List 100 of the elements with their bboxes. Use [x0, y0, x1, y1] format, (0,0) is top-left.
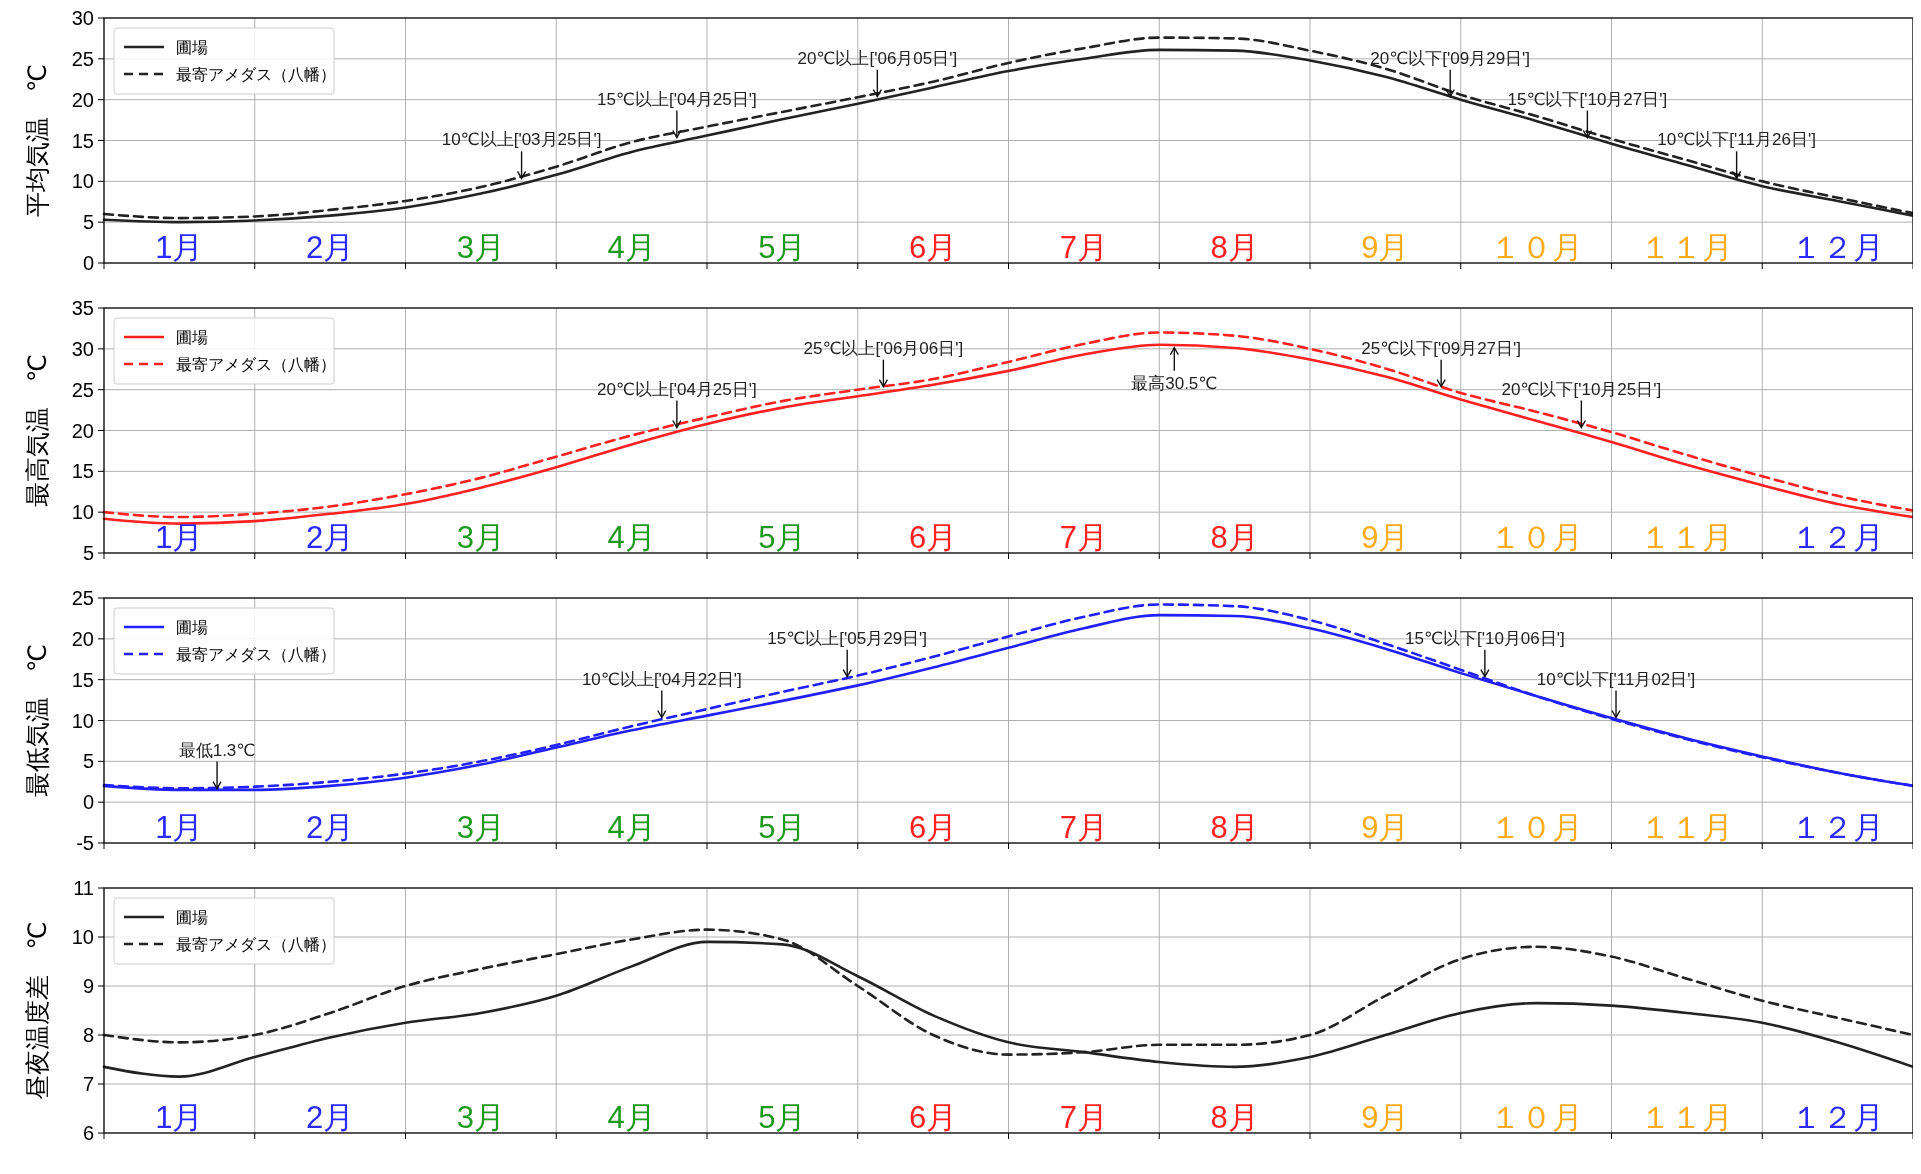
y-tick-label: 5 [82, 542, 94, 564]
x-tick-label: １０月 [1489, 520, 1583, 555]
x-tick-label: 7月 [1059, 810, 1108, 845]
x-tick-label: 8月 [1210, 1100, 1259, 1135]
annotation: 10℃以下['11月02日'] [1536, 669, 1696, 689]
y-tick-label: -5 [76, 832, 94, 854]
y-tick-label: 20 [71, 88, 94, 111]
y-tick-label: 15 [71, 460, 94, 483]
x-tick-label: 1月 [155, 520, 204, 555]
y-tick-label: 30 [71, 7, 94, 29]
legend-label: 圃場 [176, 328, 208, 346]
annotation: 25℃以下['09月27日'] [1361, 338, 1522, 358]
y-tick-label: 10 [71, 709, 94, 732]
x-tick-label: 8月 [1210, 810, 1259, 845]
x-tick-label: 6月 [909, 520, 958, 555]
y-tick-label: 15 [71, 129, 94, 152]
annotation: 15℃以下['10月06日'] [1404, 628, 1565, 648]
x-tick-label: １０月 [1489, 810, 1583, 845]
y-tick-label: 20 [71, 419, 94, 442]
y-tick-label: 35 [71, 297, 94, 319]
y-tick-label: 25 [71, 587, 94, 609]
y-tick-label: 7 [82, 1073, 94, 1095]
x-tick-label: 9月 [1361, 520, 1410, 555]
x-tick-label: 9月 [1361, 230, 1410, 265]
x-tick-label: 4月 [607, 230, 656, 265]
annotation: 15℃以下['10月27日'] [1507, 89, 1668, 109]
x-tick-label: 7月 [1059, 520, 1108, 555]
x-tick-label: 5月 [758, 520, 807, 555]
annotation: 15℃以上['05月29日'] [767, 628, 928, 648]
x-tick-label: 3月 [456, 230, 505, 265]
x-tick-label: 2月 [306, 230, 355, 265]
y-tick-label: 0 [82, 252, 94, 274]
y-tick-label: 30 [71, 337, 94, 360]
x-tick-label: 8月 [1210, 230, 1259, 265]
x-tick-label: １２月 [1791, 520, 1885, 555]
x-tick-label: １１月 [1640, 1100, 1734, 1135]
x-tick-label: 8月 [1210, 520, 1259, 555]
x-tick-label: １１月 [1640, 810, 1734, 845]
y-axis-title: 昼夜温度差 ℃ [23, 921, 51, 1100]
x-tick-label: １０月 [1489, 1100, 1583, 1135]
legend-label: 最寄アメダス（八幡） [176, 935, 336, 953]
y-axis-title: 最高気温 ℃ [23, 353, 51, 508]
x-tick-label: １１月 [1640, 230, 1734, 265]
x-tick-label: 7月 [1059, 1100, 1108, 1135]
x-tick-label: １２月 [1791, 810, 1885, 845]
annotation: 10℃以上['04月22日'] [581, 669, 742, 689]
annotation: 20℃以上['06月05日'] [797, 48, 958, 68]
x-tick-label: 2月 [306, 1100, 355, 1135]
legend-label: 圃場 [176, 908, 208, 926]
x-tick-label: 1月 [155, 810, 204, 845]
x-tick-label: １２月 [1791, 230, 1885, 265]
y-tick-label: 20 [71, 627, 94, 650]
y-tick-label: 10 [71, 170, 94, 193]
x-tick-label: １２月 [1791, 1100, 1885, 1135]
y-tick-label: 6 [82, 1122, 94, 1144]
x-tick-label: 7月 [1059, 230, 1108, 265]
y-tick-label: 10 [71, 926, 94, 948]
legend-label: 圃場 [176, 38, 208, 56]
y-tick-label: 8 [82, 1024, 94, 1046]
x-tick-label: 1月 [155, 1100, 204, 1135]
annotation: 10℃以下['11月26日'] [1657, 130, 1816, 150]
x-tick-label: 6月 [909, 810, 958, 845]
y-tick-label: 5 [82, 211, 94, 234]
x-tick-label: 3月 [456, 520, 505, 555]
y-tick-label: 15 [71, 668, 94, 691]
annotation: 25℃以上['06月06日'] [803, 338, 964, 358]
x-tick-label: 2月 [306, 810, 355, 845]
x-tick-label: 5月 [758, 810, 807, 845]
annotation: 20℃以上['04月25日'] [596, 379, 757, 399]
y-tick-label: 25 [71, 378, 94, 401]
x-tick-label: 4月 [607, 1100, 656, 1135]
x-tick-label: 4月 [607, 810, 656, 845]
x-tick-label: 3月 [456, 810, 505, 845]
legend-label: 最寄アメダス（八幡） [176, 355, 336, 373]
x-tick-label: 5月 [758, 1100, 807, 1135]
x-tick-label: 3月 [456, 1100, 505, 1135]
legend-label: 最寄アメダス（八幡） [176, 65, 336, 83]
x-tick-label: 6月 [909, 1100, 958, 1135]
y-tick-label: 9 [82, 975, 94, 997]
x-tick-label: 6月 [909, 230, 958, 265]
y-tick-label: 0 [82, 791, 94, 814]
y-tick-label: 11 [73, 877, 94, 899]
legend-label: 最寄アメダス（八幡） [176, 645, 336, 663]
x-tick-label: 5月 [758, 230, 807, 265]
annotation: 15℃以上['04月25日'] [596, 89, 757, 109]
x-tick-label: 1月 [155, 230, 204, 265]
annotation: 10℃以上['03月25日'] [441, 130, 602, 150]
annotation: 20℃以下['10月25日'] [1501, 379, 1662, 399]
y-tick-label: 10 [71, 501, 94, 524]
x-tick-label: １１月 [1640, 520, 1734, 555]
x-tick-label: 2月 [306, 520, 355, 555]
x-tick-label: 4月 [607, 520, 656, 555]
y-tick-label: 5 [82, 750, 94, 773]
legend-label: 圃場 [176, 618, 208, 636]
annotation: 最低1.3℃ [178, 740, 256, 760]
y-axis-title: 最低気温 ℃ [23, 643, 51, 798]
annotation: 最高30.5℃ [1131, 373, 1218, 393]
x-tick-label: 9月 [1361, 1100, 1410, 1135]
x-tick-label: 9月 [1361, 810, 1410, 845]
y-axis-title: 平均気温 ℃ [23, 63, 51, 218]
